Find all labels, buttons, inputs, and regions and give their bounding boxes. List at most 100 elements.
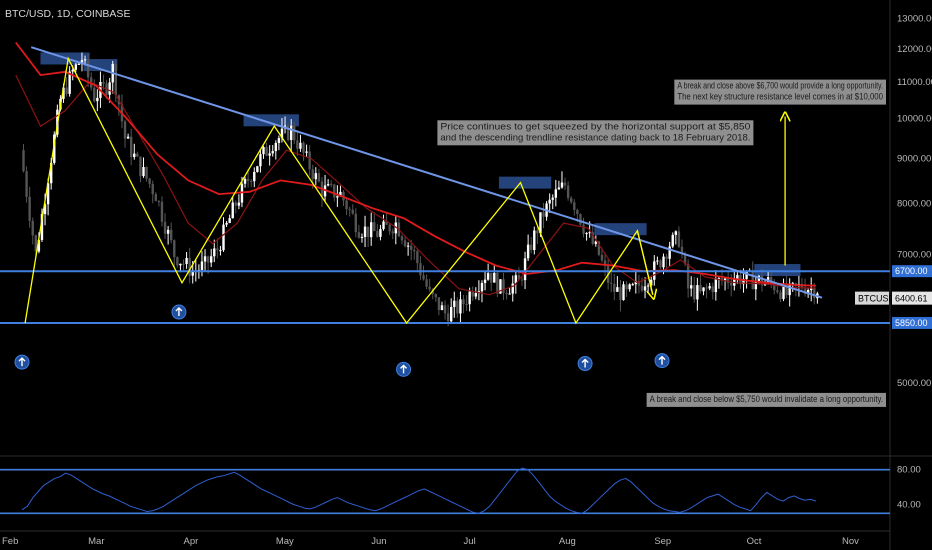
- candle-body: [333, 184, 336, 198]
- candle-body: [83, 59, 87, 61]
- candle-body: [425, 279, 428, 287]
- candle-body: [683, 253, 687, 264]
- candle-body: [293, 125, 296, 141]
- candle-body: [699, 285, 702, 292]
- candle-body: [200, 261, 204, 270]
- candle-body: [237, 202, 241, 206]
- candle-body: [173, 240, 176, 258]
- candle-body: [557, 187, 561, 190]
- annotation-bg: [437, 120, 754, 146]
- candle-body: [339, 191, 342, 197]
- bounce-arrow-glyph: [175, 307, 183, 317]
- candle-body: [754, 280, 758, 290]
- candle-body: [77, 63, 81, 65]
- candle-body: [166, 229, 170, 234]
- candle-body: [659, 260, 662, 268]
- candle-body: [249, 180, 253, 182]
- candle-body: [560, 182, 564, 188]
- candle-body: [594, 241, 598, 244]
- candle-body: [751, 270, 754, 290]
- candle-body: [151, 183, 154, 195]
- candle-body: [43, 204, 47, 215]
- candle-body: [588, 232, 591, 234]
- bounce-arrow-icon-2: [171, 304, 187, 320]
- annotation-line: Price continues to get squeezed by the h…: [440, 121, 750, 132]
- bounce-arrow-glyph: [18, 357, 26, 367]
- annotation-bg: [646, 392, 886, 407]
- candle-body: [49, 162, 53, 184]
- candle-body: [289, 125, 293, 140]
- rsi-tick-40: 40.00: [897, 500, 921, 511]
- candle-body: [779, 292, 782, 300]
- candle-body: [410, 245, 413, 251]
- candle-body: [508, 293, 511, 295]
- candle-body: [656, 260, 659, 262]
- candle-body: [259, 154, 262, 167]
- candle-body: [523, 258, 527, 281]
- candle-body: [776, 290, 779, 293]
- candle-body: [22, 150, 25, 172]
- candle-body: [262, 147, 265, 155]
- candle-body: [376, 231, 379, 237]
- candle-body: [185, 257, 188, 264]
- candle-body: [643, 286, 647, 291]
- candle-body: [677, 231, 681, 247]
- candle-body: [160, 201, 164, 222]
- candle-body: [499, 279, 502, 294]
- candle-body: [640, 285, 644, 291]
- time-tick-sep: Sep: [654, 536, 671, 547]
- price-tick-7000: 7000.00: [897, 249, 931, 260]
- candle-body: [742, 278, 745, 285]
- candle-body: [511, 283, 514, 294]
- candle-body: [357, 232, 361, 238]
- candle-body: [108, 82, 111, 95]
- candle-body: [450, 306, 453, 322]
- candle-body: [603, 260, 607, 267]
- price-tick-9000: 9000.00: [897, 154, 931, 165]
- price-tick-12000: 12000.00: [897, 44, 932, 55]
- candle-body: [234, 202, 238, 206]
- candle-body: [693, 285, 696, 300]
- candle-body: [456, 300, 459, 314]
- time-tick-nov: Nov: [842, 536, 859, 547]
- candle-body: [354, 213, 358, 233]
- bounce-arrow-glyph: [581, 358, 589, 368]
- candle-body: [391, 231, 394, 234]
- highlight-box-2: [83, 59, 118, 72]
- candle-body: [526, 244, 530, 259]
- candle-body: [280, 128, 284, 139]
- price-tick-11000: 11000.00: [897, 77, 932, 88]
- candle-body: [554, 189, 558, 198]
- candle-body: [114, 63, 118, 96]
- candle-body: [370, 222, 373, 238]
- candle-body: [634, 280, 638, 285]
- candle-body: [379, 229, 382, 237]
- candle-body: [542, 212, 545, 217]
- candle-body: [770, 277, 773, 282]
- candle-body: [788, 283, 791, 296]
- candle-body: [123, 121, 127, 139]
- candle-body: [471, 291, 474, 297]
- ma-fast-line: [15, 74, 816, 296]
- candle-body: [225, 222, 228, 225]
- candle-body: [394, 222, 398, 234]
- candle-body: [646, 285, 650, 287]
- candle-body: [530, 244, 533, 250]
- candle-body: [330, 184, 333, 186]
- candle-body: [446, 313, 450, 322]
- candle-body: [800, 284, 804, 289]
- candle-body: [650, 279, 653, 286]
- candle-body: [213, 248, 216, 257]
- candle-body: [616, 287, 619, 292]
- candle-body: [760, 275, 764, 286]
- candle-body: [169, 229, 173, 241]
- time-tick-oct: Oct: [747, 536, 762, 547]
- candle-body: [533, 230, 536, 250]
- chart-title: BTC/USD, 1D, COINBASE: [5, 8, 130, 20]
- candle-body: [277, 138, 281, 143]
- candle-body: [720, 278, 724, 281]
- time-tick-apr: Apr: [184, 536, 199, 547]
- time-tick-jul: Jul: [464, 536, 476, 547]
- last-price-tag-bg: [892, 291, 932, 305]
